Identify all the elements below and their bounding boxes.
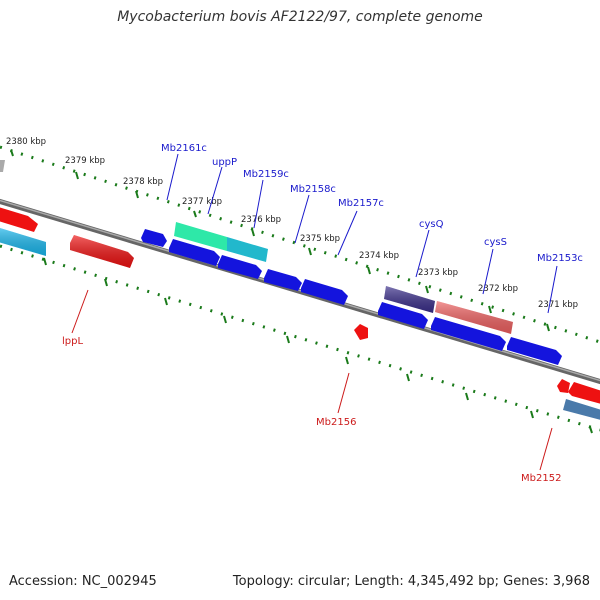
gene-Mb2157c[interactable] [264, 269, 302, 291]
scale-track-lower [0, 244, 600, 432]
gene-label-Mb2161c: Mb2161c [161, 143, 207, 154]
gene-cysQ-shade [384, 286, 435, 313]
gene-cysS-shade [435, 301, 513, 334]
gene-label-Mb2159c: Mb2159c [243, 169, 289, 180]
gene-label-cysS: cysS [484, 237, 507, 248]
reverse-genes [141, 229, 562, 365]
genome-backbone [0, 198, 600, 385]
gene-label-Mb2158c: Mb2158c [290, 184, 336, 195]
scale-label: 2378 kbp [123, 177, 163, 187]
scale-label: 2372 kbp [478, 284, 518, 294]
gene-label-Mb2157c: Mb2157c [338, 198, 384, 209]
accession-text: Accession: NC_002945 [9, 574, 157, 589]
gene-Mb2158c[interactable] [218, 255, 262, 279]
gene-label-Mb2153c: Mb2153c [537, 253, 583, 264]
gene-Mb2153c[interactable] [507, 337, 562, 365]
genome-info-text: Topology: circular; Length: 4,345,492 bp… [232, 574, 590, 589]
gene-lppL-shade [70, 235, 134, 268]
gene-blue-2[interactable] [169, 239, 220, 266]
gene-red-left[interactable] [0, 206, 38, 232]
gene-red-small[interactable] [557, 379, 570, 393]
scale-ticks-upper [10, 149, 550, 332]
scale-label: 2380 kbp [6, 137, 46, 147]
forward-genes [0, 206, 600, 405]
gene-uppP[interactable] [174, 222, 227, 251]
feature-grey-edge[interactable] [0, 160, 5, 172]
scale-label: 2377 kbp [182, 197, 222, 207]
scale-label: 2373 kbp [418, 268, 458, 278]
gene-label-Mb2156: Mb2156 [316, 417, 356, 428]
scale-label: 2379 kbp [65, 156, 105, 166]
gene-blue-5[interactable] [301, 279, 348, 305]
gene-Mb2156[interactable] [354, 324, 368, 340]
scale-label: 2371 kbp [538, 300, 578, 310]
scale-ticks-lower [43, 257, 593, 434]
gene-label-Mb2152: Mb2152 [521, 473, 561, 484]
gene-label-uppP: uppP [212, 157, 237, 168]
gene-label-cysQ: cysQ [419, 219, 444, 230]
scale-label: 2375 kbp [300, 234, 340, 244]
gene-Mb2159c-cyan[interactable] [227, 237, 268, 262]
scale-label: 2376 kbp [241, 215, 281, 225]
gene-cyan-left-shade [0, 228, 46, 256]
genome-backbone-highlight [0, 199, 600, 382]
map-title: Mycobacterium bovis AF2122/97, complete … [117, 9, 483, 25]
gene-Mb2161c[interactable] [141, 229, 167, 247]
gene-red-right[interactable] [568, 382, 600, 405]
gene-blue-6[interactable] [378, 302, 428, 329]
scale-label: 2374 kbp [359, 251, 399, 261]
gene-blue-7[interactable] [431, 317, 506, 351]
gene-Mb2152[interactable] [563, 399, 600, 421]
gene-leader-lines [71, 153, 558, 471]
gene-label-lppL: lppL [62, 336, 83, 347]
